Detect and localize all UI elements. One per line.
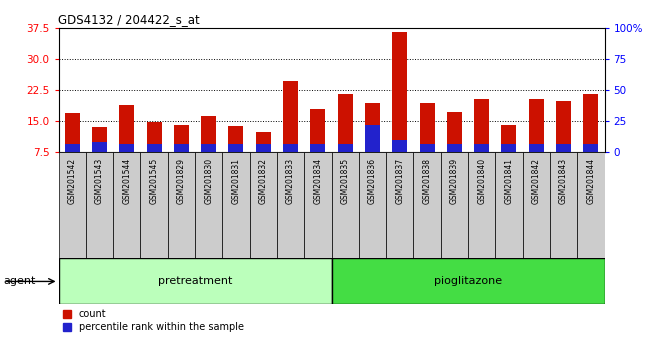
Text: GSM201830: GSM201830 — [204, 158, 213, 204]
Bar — [359, 152, 386, 258]
Bar — [201, 116, 216, 152]
Text: GSM201840: GSM201840 — [477, 158, 486, 204]
Text: GSM201545: GSM201545 — [150, 158, 159, 204]
Bar — [583, 144, 599, 152]
Text: GSM201835: GSM201835 — [341, 158, 350, 204]
Text: GSM201839: GSM201839 — [450, 158, 459, 204]
Bar — [447, 112, 462, 152]
Bar — [495, 152, 523, 258]
Bar — [474, 144, 489, 152]
Text: GSM201543: GSM201543 — [95, 158, 104, 204]
Bar — [310, 109, 326, 152]
Bar — [140, 152, 168, 258]
Bar — [392, 33, 408, 152]
Text: GSM201833: GSM201833 — [286, 158, 295, 204]
Bar — [283, 144, 298, 152]
Bar — [441, 152, 468, 258]
Bar — [365, 103, 380, 152]
Text: GSM201841: GSM201841 — [504, 158, 514, 204]
Bar — [228, 144, 244, 152]
Bar — [447, 144, 462, 152]
Bar — [255, 144, 271, 152]
Text: pioglitazone: pioglitazone — [434, 276, 502, 286]
Text: GSM201836: GSM201836 — [368, 158, 377, 204]
Bar — [556, 101, 571, 152]
Bar — [528, 144, 544, 152]
Bar — [577, 152, 605, 258]
Bar — [332, 258, 604, 304]
Text: GSM201838: GSM201838 — [422, 158, 432, 204]
Bar — [174, 125, 189, 152]
Text: GSM201542: GSM201542 — [68, 158, 77, 204]
Bar — [119, 144, 135, 152]
Bar — [113, 152, 140, 258]
Bar — [58, 258, 332, 304]
Bar — [337, 144, 353, 152]
Bar — [337, 95, 353, 152]
Bar — [556, 144, 571, 152]
Bar — [146, 122, 162, 152]
Bar — [58, 152, 86, 258]
Bar — [310, 144, 326, 152]
Bar — [550, 152, 577, 258]
Bar — [64, 144, 80, 152]
Bar — [413, 152, 441, 258]
Bar — [304, 152, 332, 258]
Bar — [474, 98, 489, 152]
Bar — [392, 140, 408, 152]
Bar — [92, 127, 107, 152]
Text: GSM201842: GSM201842 — [532, 158, 541, 204]
Text: GSM201837: GSM201837 — [395, 158, 404, 204]
Bar — [277, 152, 304, 258]
Bar — [250, 152, 277, 258]
Bar — [419, 144, 435, 152]
Legend: count, percentile rank within the sample: count, percentile rank within the sample — [63, 309, 244, 332]
Bar — [332, 152, 359, 258]
Bar — [501, 125, 517, 152]
Bar — [168, 152, 195, 258]
Text: agent: agent — [3, 276, 36, 286]
Bar — [201, 144, 216, 152]
Bar — [468, 152, 495, 258]
Bar — [528, 98, 544, 152]
Text: GSM201832: GSM201832 — [259, 158, 268, 204]
Bar — [92, 142, 107, 152]
Bar — [583, 95, 599, 152]
Text: GSM201829: GSM201829 — [177, 158, 186, 204]
Text: GSM201831: GSM201831 — [231, 158, 240, 204]
Bar — [146, 144, 162, 152]
Bar — [86, 152, 113, 258]
Bar — [195, 152, 222, 258]
Bar — [365, 125, 380, 152]
Bar — [119, 105, 135, 152]
Bar — [386, 152, 413, 258]
Bar — [419, 103, 435, 152]
Bar — [64, 113, 80, 152]
Bar — [222, 152, 250, 258]
Text: GSM201544: GSM201544 — [122, 158, 131, 204]
Text: GSM201843: GSM201843 — [559, 158, 568, 204]
Bar — [523, 152, 550, 258]
Bar — [255, 132, 271, 152]
Text: GSM201834: GSM201834 — [313, 158, 322, 204]
Bar — [228, 126, 244, 152]
Text: pretreatment: pretreatment — [158, 276, 232, 286]
Bar — [501, 144, 517, 152]
Bar — [174, 144, 189, 152]
Bar — [283, 81, 298, 152]
Text: GDS4132 / 204422_s_at: GDS4132 / 204422_s_at — [58, 13, 200, 26]
Text: GSM201844: GSM201844 — [586, 158, 595, 204]
